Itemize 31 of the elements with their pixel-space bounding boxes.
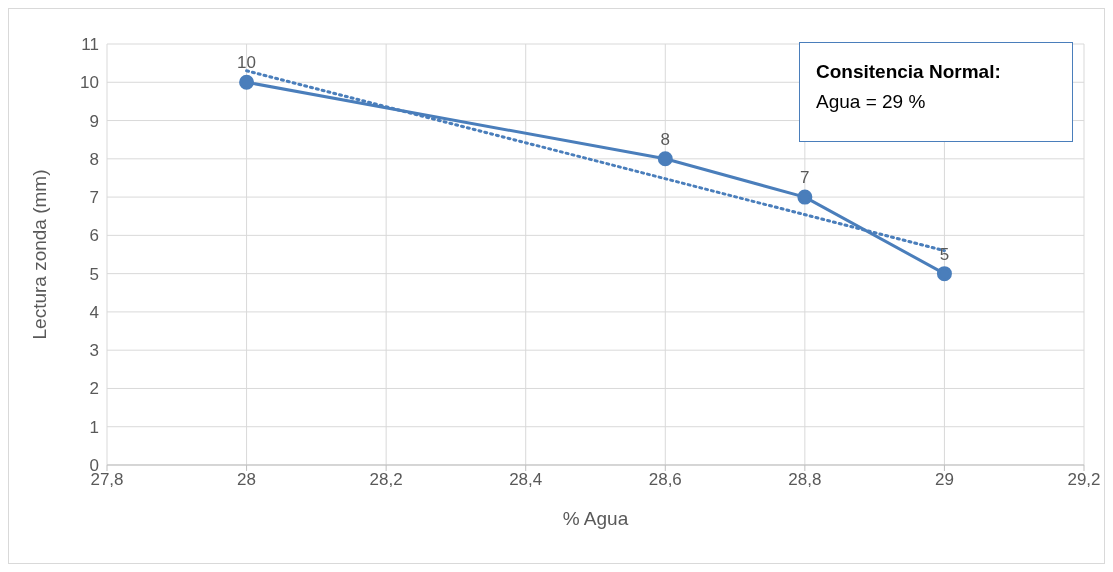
data-label: 5 bbox=[939, 244, 950, 264]
x-axis-title: % Agua bbox=[562, 508, 629, 529]
y-tick-label: 1 bbox=[89, 417, 99, 437]
x-tick-label: 29,2 bbox=[1067, 470, 1101, 490]
x-tick-label: 28,6 bbox=[648, 470, 682, 490]
x-tick-label: 28 bbox=[237, 470, 257, 490]
point bbox=[657, 151, 673, 167]
x-tick-label: 28,8 bbox=[788, 470, 822, 490]
annotation: Consitencia Normal: bbox=[816, 60, 1002, 84]
x-tick-label: 28,4 bbox=[509, 470, 543, 490]
y-tick-label: 10 bbox=[80, 73, 99, 93]
x-tick-label: 28,2 bbox=[369, 470, 403, 490]
y-tick-label: 8 bbox=[89, 149, 99, 169]
annotation: Agua = 29 % bbox=[816, 90, 927, 114]
y-tick-label: 5 bbox=[89, 264, 99, 284]
y-tick-label: 11 bbox=[81, 35, 99, 55]
point bbox=[797, 189, 813, 205]
y-tick-label: 6 bbox=[89, 226, 99, 246]
point bbox=[936, 266, 952, 282]
x-tick-label: 29 bbox=[934, 470, 954, 490]
y-tick-label: 2 bbox=[89, 379, 99, 399]
y-axis-title: Lectura zonda (mm) bbox=[28, 169, 50, 340]
y-tick-label: 9 bbox=[89, 111, 99, 131]
data-label: 8 bbox=[660, 129, 671, 149]
y-tick-label: 4 bbox=[89, 302, 99, 322]
data-label: 10 bbox=[237, 53, 257, 73]
y-tick-label: 3 bbox=[89, 341, 99, 361]
text-box: Consitencia Normal: Agua = 29 % bbox=[799, 42, 1073, 142]
data-label: 7 bbox=[800, 168, 810, 188]
point bbox=[239, 74, 255, 90]
y-tick-label: 7 bbox=[89, 188, 99, 208]
